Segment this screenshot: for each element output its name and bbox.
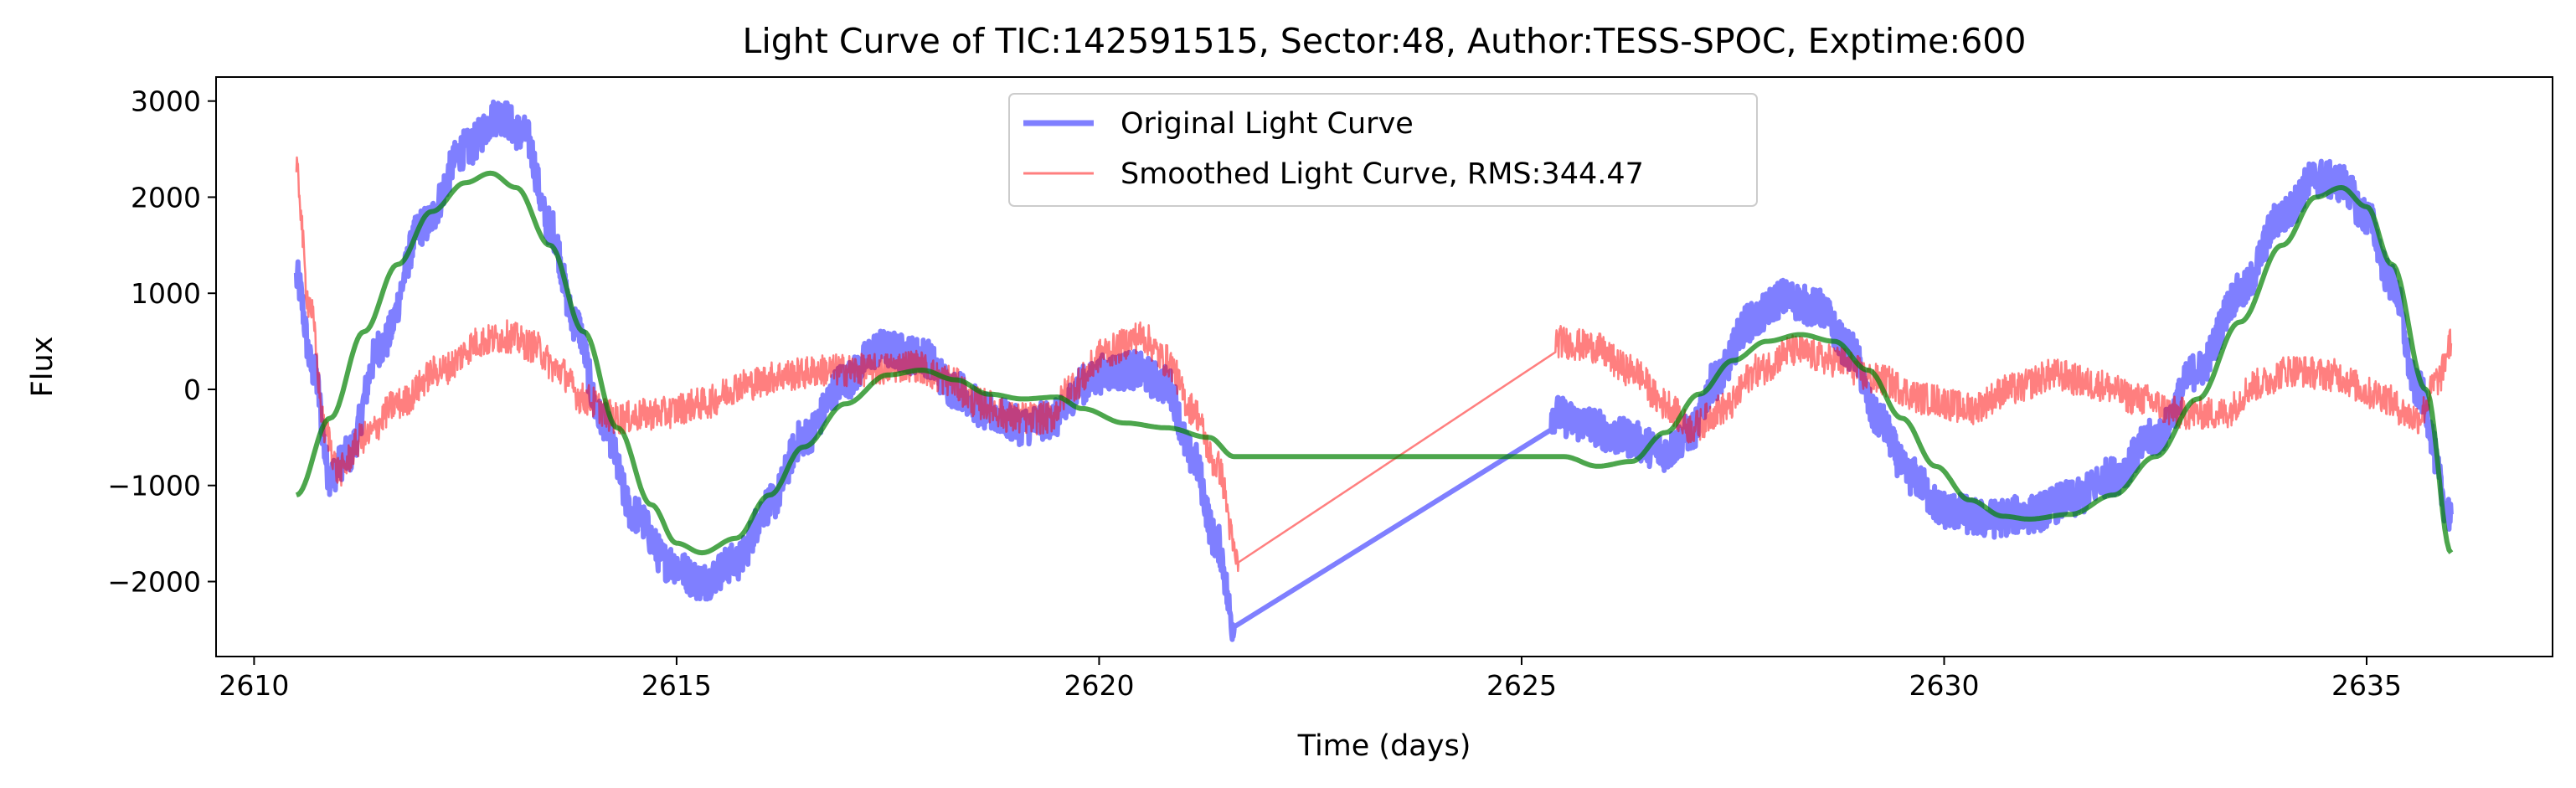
x-tick-label: 2625	[1486, 669, 1557, 702]
legend-box	[1008, 93, 1758, 207]
plot-area	[215, 76, 2553, 657]
x-tick-label: 2615	[641, 669, 712, 702]
plot-frame	[215, 76, 2553, 657]
x-axis: 2610 2615 2620 2625 2630 2635	[219, 657, 2402, 702]
legend-label-original: Original Light Curve	[1121, 107, 1414, 141]
series-model-line	[295, 170, 2454, 556]
x-tick-label: 2610	[219, 669, 289, 702]
y-axis: −2000 −1000 0 1000 2000 3000	[107, 85, 216, 598]
y-tick-label: 0	[183, 373, 201, 406]
y-tick-label: −2000	[107, 565, 201, 598]
legend-label-smoothed: Smoothed Light Curve, RMS:344.47	[1121, 157, 1644, 191]
series-layer	[293, 99, 2454, 642]
legend: Original Light Curve Smoothed Light Curv…	[1008, 93, 1758, 207]
series-smoothed-line	[295, 156, 2453, 573]
y-axis-label: Flux	[26, 337, 59, 398]
x-tick-label: 2630	[1909, 669, 1979, 702]
y-tick-label: 3000	[131, 85, 201, 118]
x-tick-label: 2620	[1064, 669, 1134, 702]
chart-title: Light Curve of TIC:142591515, Sector:48,…	[743, 21, 2027, 61]
x-axis-label: Time (days)	[1297, 729, 1471, 763]
y-tick-label: 1000	[131, 277, 201, 310]
y-tick-label: 2000	[131, 181, 201, 214]
x-tick-label: 2635	[2331, 669, 2402, 702]
y-tick-label: −1000	[107, 470, 201, 502]
